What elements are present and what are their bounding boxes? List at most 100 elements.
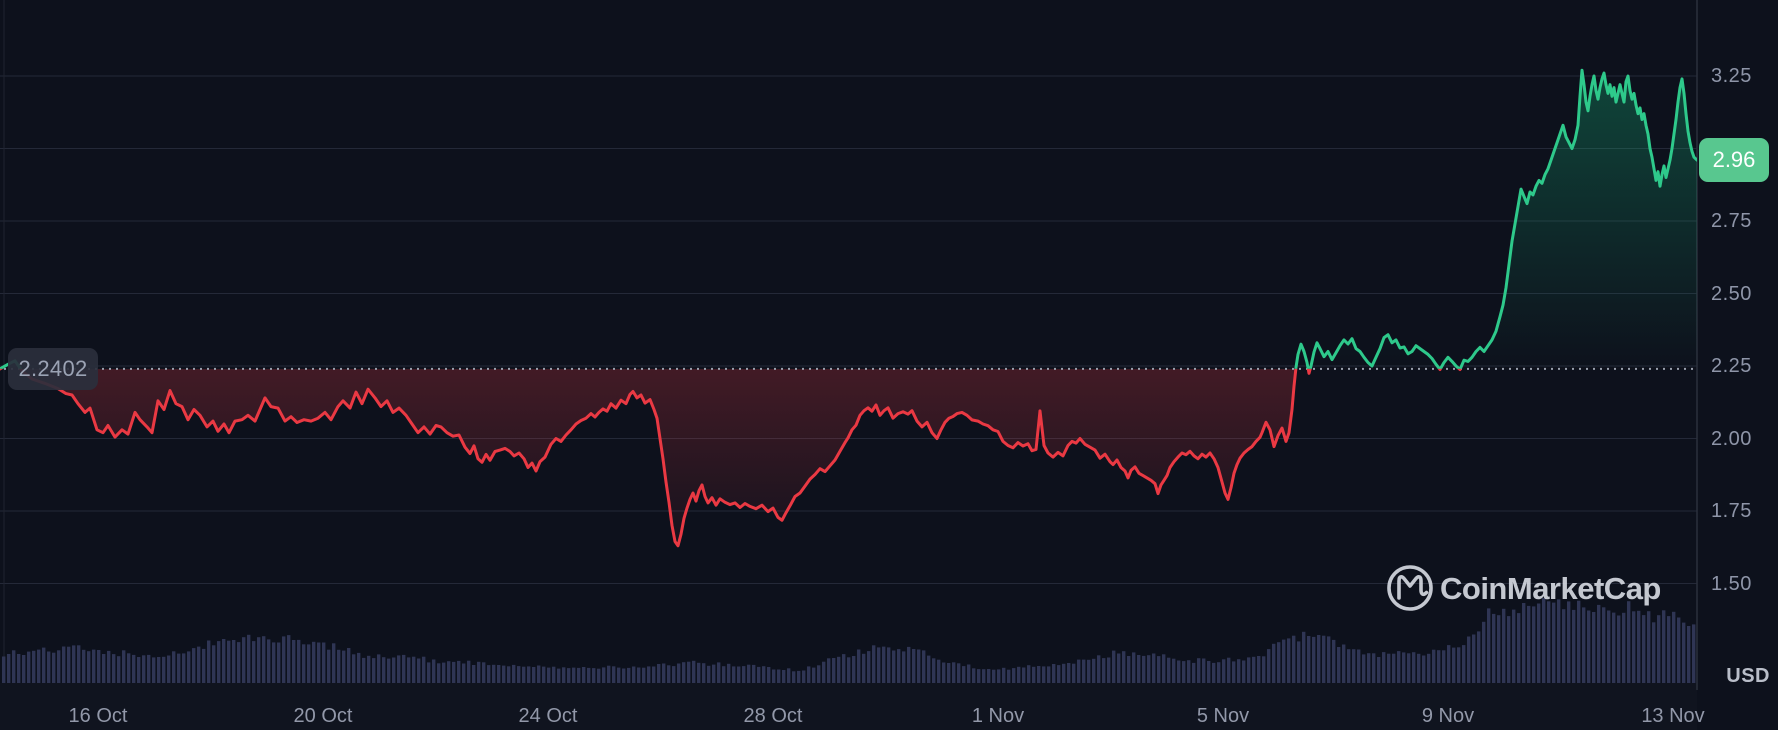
current-price-badge: 2.96 xyxy=(1699,138,1769,182)
volume-bar xyxy=(852,656,856,683)
volume-bar xyxy=(182,653,186,683)
volume-bar xyxy=(1437,650,1441,683)
volume-bar xyxy=(1112,650,1116,683)
volume-bar xyxy=(1162,654,1166,683)
volume-bar xyxy=(1057,665,1061,683)
volume-bar xyxy=(972,668,976,683)
volume-bar xyxy=(767,667,771,683)
volume-bar xyxy=(1692,624,1696,683)
volume-bar xyxy=(122,650,126,683)
volume-bar xyxy=(152,657,156,683)
volume-bar xyxy=(1432,649,1436,683)
volume-bar xyxy=(442,662,446,683)
volume-bar xyxy=(577,667,581,683)
volume-bar xyxy=(777,669,781,683)
volume-bar xyxy=(1652,622,1656,683)
y-axis-tick: 2.00 xyxy=(1711,427,1752,450)
baseline-price-badge: 2.2402 xyxy=(8,348,98,390)
volume-bar xyxy=(982,669,986,683)
volume-bar xyxy=(927,655,931,683)
volume-bar xyxy=(1072,663,1076,683)
volume-bar xyxy=(2,656,6,683)
volume-bar xyxy=(1557,599,1561,683)
volume-bar xyxy=(1302,631,1306,683)
volume-bar xyxy=(1367,653,1371,683)
volume-bar xyxy=(612,666,616,683)
volume-bar xyxy=(372,658,376,683)
y-axis-tick: 1.75 xyxy=(1711,500,1752,522)
volume-bar xyxy=(1407,653,1411,683)
volume-bar xyxy=(427,662,431,683)
volume-bar xyxy=(167,655,171,683)
volume-bar xyxy=(482,662,486,683)
volume-bar xyxy=(1647,611,1651,683)
volume-bar xyxy=(392,657,396,683)
volume-bar xyxy=(1217,662,1221,683)
volume-bar xyxy=(247,634,251,683)
volume-bar xyxy=(592,668,596,683)
volume-bar xyxy=(1637,610,1641,683)
baseline-price-value: 2.2402 xyxy=(18,356,88,381)
volume-bar xyxy=(1507,616,1511,683)
volume-bar xyxy=(922,650,926,683)
volume-bar xyxy=(62,646,66,683)
volume-bar xyxy=(642,667,646,683)
volume-bar xyxy=(337,649,341,683)
volume-bar xyxy=(942,662,946,683)
volume-bar xyxy=(1107,657,1111,683)
volume-bar xyxy=(727,663,731,683)
volume-bar xyxy=(447,661,451,683)
volume-bar xyxy=(192,648,196,683)
volume-bar xyxy=(387,658,391,683)
volume-bar xyxy=(637,667,641,683)
current-price-value: 2.96 xyxy=(1712,147,1756,172)
volume-bar xyxy=(477,661,481,683)
volume-bar xyxy=(457,660,461,683)
volume-bar xyxy=(22,655,26,683)
volume-bar xyxy=(877,647,881,683)
volume-bar xyxy=(1052,664,1056,683)
y-axis-tick: 2.75 xyxy=(1711,210,1752,232)
volume-bar xyxy=(1597,604,1601,683)
volume-bar xyxy=(1307,636,1311,683)
volume-bar xyxy=(1672,611,1676,683)
volume-bar xyxy=(1182,661,1186,683)
volume-bar xyxy=(272,642,276,683)
volume-bar xyxy=(1477,631,1481,683)
volume-bar xyxy=(402,654,406,683)
volume-bar xyxy=(737,666,741,683)
volume-bar xyxy=(1342,644,1346,683)
volume-bar xyxy=(1042,666,1046,683)
volume-bar xyxy=(532,667,536,683)
volume-bar xyxy=(1007,669,1011,683)
volume-bar xyxy=(452,661,456,683)
volume-bar xyxy=(702,663,706,683)
volume-bar xyxy=(917,649,921,683)
volume-bar xyxy=(257,637,261,683)
volume-bar xyxy=(1102,658,1106,683)
volume-bar xyxy=(1497,615,1501,683)
volume-bar xyxy=(1257,656,1261,683)
volume-bar xyxy=(212,645,216,683)
volume-bar xyxy=(1427,653,1431,683)
volume-bar xyxy=(347,648,351,683)
volume-bar xyxy=(407,657,411,683)
volume-bar xyxy=(1242,660,1246,683)
volume-bar xyxy=(882,646,886,683)
volume-bar xyxy=(462,663,466,683)
volume-bar xyxy=(112,654,116,683)
volume-bar xyxy=(1472,634,1476,683)
volume-bar xyxy=(17,654,21,683)
volume-bar xyxy=(207,640,211,683)
volume-bar xyxy=(42,647,46,683)
volume-bar xyxy=(582,667,586,683)
volume-bar xyxy=(422,656,426,683)
volume-bar xyxy=(137,657,141,683)
volume-bar xyxy=(987,669,991,683)
volume-bar xyxy=(57,650,61,683)
volume-bar xyxy=(222,639,226,683)
volume-bar xyxy=(1002,667,1006,683)
volume-bar xyxy=(1592,612,1596,683)
volume-bar xyxy=(787,668,791,683)
